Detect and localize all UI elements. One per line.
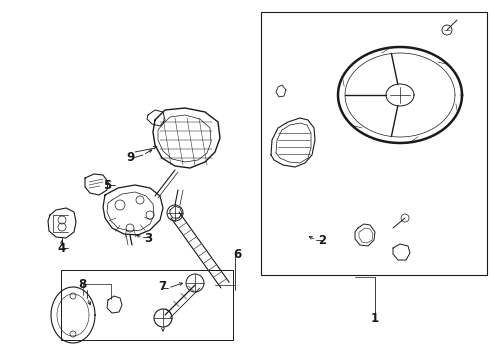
Text: 3: 3 (144, 231, 152, 244)
Text: 1: 1 (371, 311, 379, 324)
Bar (261, 12, 487, 275)
Text: 9: 9 (126, 150, 134, 163)
Text: 7: 7 (158, 280, 166, 293)
Bar (61, 270, 233, 340)
Text: 4: 4 (58, 242, 66, 255)
Text: 2: 2 (318, 234, 326, 247)
Text: 5: 5 (103, 179, 111, 192)
Text: 6: 6 (233, 248, 241, 261)
Text: 8: 8 (78, 279, 86, 292)
